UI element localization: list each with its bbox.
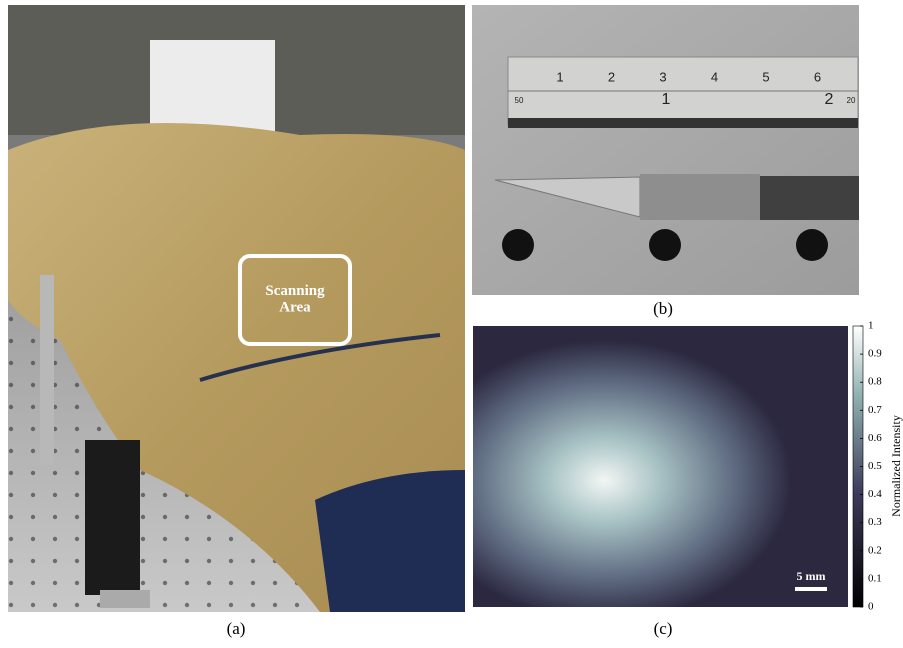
panel-label: (a) xyxy=(227,619,246,638)
ruler-label: 4 xyxy=(711,69,718,84)
colorbar-tick-label: 1 xyxy=(868,320,874,332)
colorbar-tick-label: 0.2 xyxy=(868,544,882,556)
figure: ScanningArea (a) 123456501220 (b) 5 mm 0… xyxy=(0,0,903,643)
colorbar-label: Normalized Intensity xyxy=(889,415,903,517)
ruler-label: 2 xyxy=(608,69,615,84)
panel-label: (b) xyxy=(653,299,673,318)
ruler-label: 2 xyxy=(825,91,834,108)
panel-a-photo xyxy=(8,5,465,612)
ruler-label: 5 xyxy=(762,69,769,84)
colorbar-tick-label: 0.7 xyxy=(868,404,882,416)
colorbar-tick-label: 0.5 xyxy=(868,460,882,472)
ruler-label: 3 xyxy=(659,69,666,84)
colorbar-tick-label: 0.9 xyxy=(868,348,882,360)
ruler-label: 20 xyxy=(847,96,856,105)
ruler-label: 1 xyxy=(556,69,563,84)
colorbar-tick-label: 0.6 xyxy=(868,432,882,444)
panel-b-photo xyxy=(472,5,859,295)
colorbar-tick-label: 0 xyxy=(868,601,874,613)
panel-label: (c) xyxy=(654,619,673,638)
colorbar-tick-label: 0.4 xyxy=(868,488,882,500)
panel-c-image xyxy=(473,326,848,607)
ruler-label: 1 xyxy=(662,91,671,108)
ruler-label: 6 xyxy=(814,69,821,84)
colorbar-tick-label: 0.8 xyxy=(868,376,882,388)
ruler-label: 50 xyxy=(515,96,524,105)
colorbar-tick-label: 0.3 xyxy=(868,516,882,528)
scale-bar-label: 5 mm xyxy=(797,569,826,583)
colorbar-tick-label: 0.1 xyxy=(868,572,882,584)
